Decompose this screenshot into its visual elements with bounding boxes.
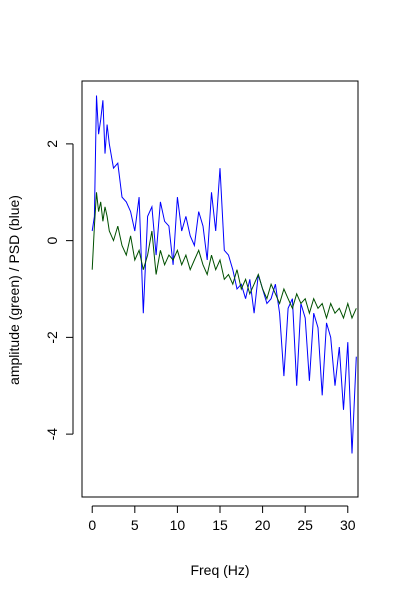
x-axis: 0 5 10 15 20 25 30 — [88, 505, 356, 533]
y-tick-label: -2 — [44, 331, 60, 344]
y-axis: -4 -2 0 2 — [44, 140, 74, 441]
x-tick-label: 0 — [88, 517, 96, 533]
series-line-2 — [91, 192, 357, 320]
series-line-1 — [91, 95, 357, 454]
y-tick-label: 0 — [44, 237, 60, 245]
x-tick-label: 5 — [131, 517, 139, 533]
y-tick-label: 2 — [44, 140, 60, 148]
y-axis-title: amplitude (green) / PSD (blue) — [6, 195, 22, 385]
x-tick-label: 25 — [297, 517, 313, 533]
x-tick-label: 30 — [340, 517, 356, 533]
series-layer — [91, 95, 357, 454]
x-tick-label: 15 — [212, 517, 228, 533]
x-axis-title: Freq (Hz) — [190, 562, 249, 578]
plot-box — [81, 80, 359, 498]
y-tick-label: -4 — [44, 428, 60, 441]
x-tick-label: 20 — [255, 517, 271, 533]
x-tick-label: 10 — [170, 517, 186, 533]
